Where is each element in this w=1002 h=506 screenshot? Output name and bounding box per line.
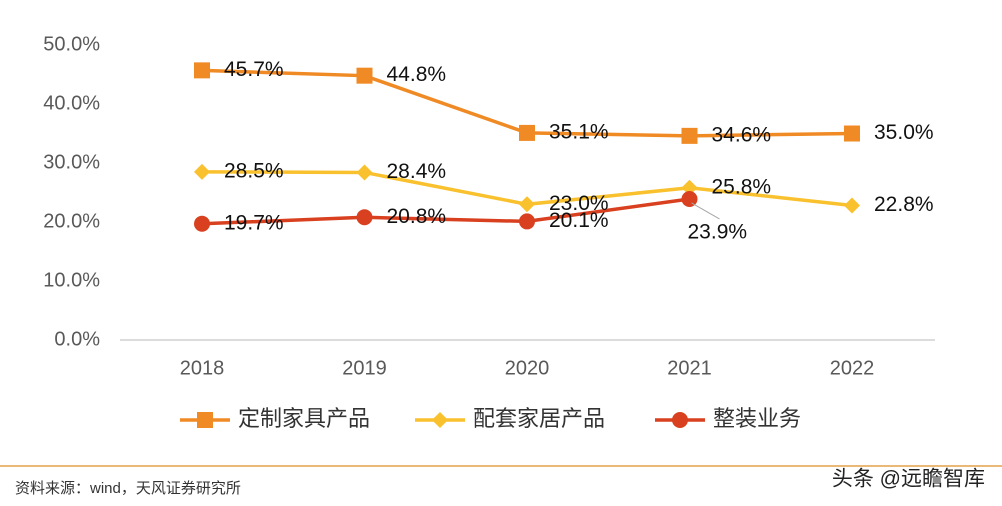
x-tick-label: 2021 <box>667 357 712 379</box>
point <box>356 209 373 226</box>
y-tick-label: 30.0% <box>43 151 100 173</box>
point <box>844 125 860 142</box>
point <box>194 62 210 79</box>
data-label: 19.7% <box>224 211 284 234</box>
point <box>681 190 698 207</box>
y-tick-label: 50.0% <box>43 33 100 55</box>
data-label: 22.8% <box>874 193 934 216</box>
data-label: 25.8% <box>712 175 772 198</box>
point <box>194 163 210 180</box>
legend-marker <box>672 412 688 428</box>
legend-label: 配套家居产品 <box>473 406 605 431</box>
data-label: 28.4% <box>387 160 447 183</box>
y-tick-label: 10.0% <box>43 269 100 291</box>
source-note: 资料来源：wind，天风证券研究所 <box>15 480 241 497</box>
point <box>681 127 698 144</box>
legend-marker <box>432 412 448 428</box>
y-tick-label: 20.0% <box>43 210 100 232</box>
data-label: 20.1% <box>549 209 609 232</box>
point <box>519 124 535 141</box>
legend-label: 定制家具产品 <box>238 406 370 431</box>
point <box>194 215 210 232</box>
data-label: 35.1% <box>549 120 609 143</box>
data-label: 28.5% <box>224 159 284 182</box>
legend-marker <box>197 412 213 428</box>
x-tick-label: 2022 <box>830 357 875 379</box>
x-tick-label: 2020 <box>505 357 550 379</box>
series-line <box>201 197 690 226</box>
point <box>356 67 373 84</box>
point <box>681 179 698 196</box>
y-tick-label: 0.0% <box>54 328 100 350</box>
leader-line <box>691 202 720 220</box>
data-label: 34.6% <box>712 123 772 146</box>
legend-label: 整装业务 <box>713 406 801 431</box>
data-label: 45.7% <box>224 58 284 81</box>
y-tick-label: 40.0% <box>43 92 100 114</box>
watermark: 头条 @远瞻智库 <box>832 468 985 491</box>
point <box>519 213 535 230</box>
point <box>356 164 373 181</box>
data-label: 44.8% <box>387 63 447 86</box>
data-label: 23.9% <box>688 221 748 244</box>
data-label: 20.8% <box>387 205 447 228</box>
point <box>844 197 860 214</box>
x-tick-label: 2019 <box>342 357 387 379</box>
point <box>519 196 535 213</box>
x-tick-label: 2018 <box>180 357 225 379</box>
data-label: 23.0% <box>549 192 609 215</box>
data-label: 35.0% <box>874 121 934 144</box>
